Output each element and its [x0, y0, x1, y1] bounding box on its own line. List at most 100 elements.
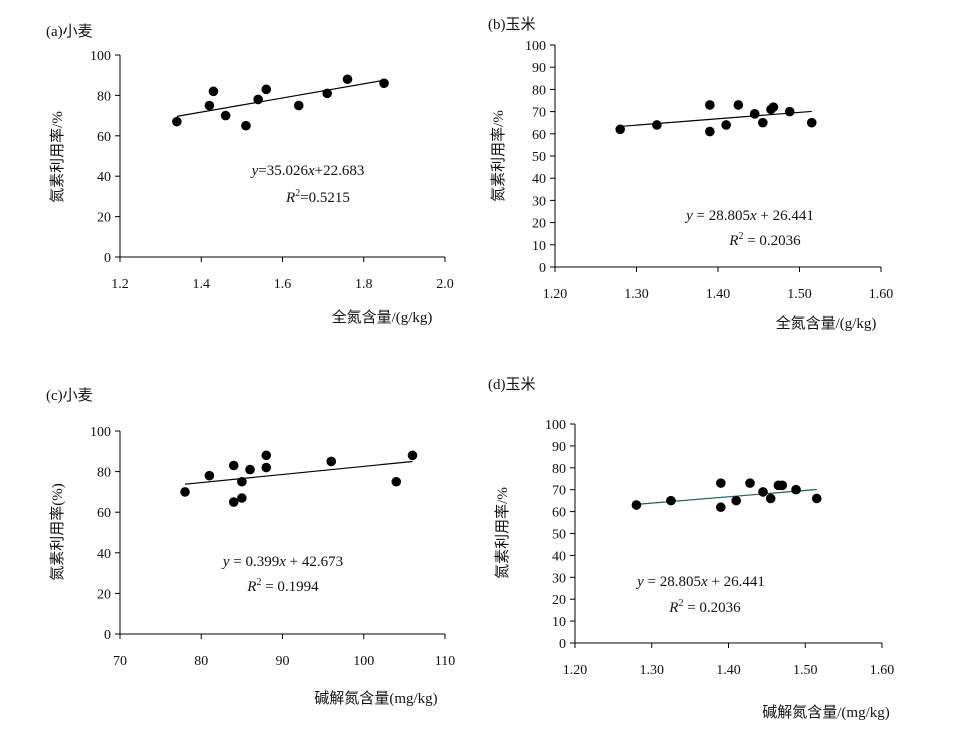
x-tick-label: 100 — [353, 654, 374, 669]
x-axis-label: 全氮含量/(g/kg) — [776, 314, 877, 332]
data-point — [705, 126, 715, 137]
y-tick-label: 100 — [545, 418, 566, 433]
y-tick-label: 80 — [552, 462, 566, 477]
data-point — [716, 478, 726, 488]
panel-title: (a)小麦 — [46, 23, 93, 40]
y-axis-label: 氮素利用率/% — [490, 110, 507, 202]
x-axis-label: 全氮含量/(g/kg) — [332, 308, 433, 326]
y-axis-label: 氮素利用率(%) — [49, 483, 66, 581]
y-tick-label: 40 — [552, 549, 566, 564]
data-point — [261, 450, 272, 461]
x-tick-label: 1.30 — [624, 287, 649, 302]
data-point — [615, 124, 625, 135]
data-point — [391, 476, 402, 487]
r-squared-label: R2=0.5215 — [285, 188, 350, 206]
trend-line — [184, 460, 413, 485]
y-tick-label: 0 — [104, 251, 111, 266]
data-point — [241, 120, 251, 131]
regression-equation: y = 0.399x + 42.673 — [221, 554, 343, 570]
data-point — [784, 106, 795, 117]
data-point — [705, 100, 715, 110]
x-tick-label: 70 — [113, 654, 127, 669]
x-tick-label: 90 — [276, 654, 290, 669]
data-point — [253, 94, 263, 105]
y-tick-label: 80 — [97, 466, 111, 481]
chart-panel-2: 0 10 20 30 40 50 60 70 80 90 100 1.20 1.30 1.40 1.50 1.… — [488, 16, 893, 332]
y-tick-label: 60 — [552, 506, 566, 521]
regression-equation: y=35.026x+22.683 — [250, 163, 365, 179]
data-point — [228, 497, 239, 507]
data-point — [765, 493, 776, 504]
data-point — [733, 100, 744, 110]
x-tick-label: 1.40 — [716, 663, 741, 678]
data-point — [631, 500, 642, 510]
x-tick-label: 1.20 — [563, 663, 588, 678]
y-tick-label: 30 — [532, 194, 546, 209]
x-tick-label: 1.20 — [543, 287, 568, 302]
y-tick-label: 90 — [552, 440, 566, 455]
y-tick-label: 40 — [532, 172, 546, 187]
y-tick-label: 80 — [97, 89, 111, 104]
y-tick-label: 0 — [104, 628, 111, 643]
data-point — [768, 102, 779, 112]
data-point — [811, 493, 822, 504]
x-tick-label: 80 — [194, 654, 208, 669]
y-tick-label: 10 — [552, 615, 566, 630]
y-axis-label: 氮素利用率/% — [49, 111, 66, 203]
x-axis-label: 碱解氮含量(mg/kg) — [314, 690, 437, 707]
y-tick-label: 20 — [97, 211, 111, 226]
data-point — [652, 120, 662, 130]
x-tick-label: 2.0 — [436, 277, 454, 292]
panel-title: (d)玉米 — [488, 376, 536, 393]
y-tick-label: 20 — [552, 593, 566, 608]
y-tick-label: 50 — [532, 150, 546, 165]
y-tick-label: 60 — [532, 128, 546, 143]
data-point — [716, 502, 726, 513]
y-tick-label: 50 — [552, 528, 566, 543]
data-point — [791, 484, 801, 495]
data-point — [721, 120, 731, 130]
data-point — [180, 487, 190, 497]
data-point — [204, 470, 215, 481]
data-point — [261, 84, 272, 95]
y-tick-label: 40 — [97, 170, 111, 185]
y-tick-label: 70 — [532, 106, 546, 121]
y-tick-label: 30 — [552, 571, 566, 586]
regression-equation: y = 28.805x + 26.441 — [684, 208, 814, 224]
x-tick-label: 110 — [435, 654, 455, 669]
data-point — [172, 116, 182, 127]
y-tick-label: 40 — [97, 547, 111, 562]
regression-equation: y = 28.805x + 26.441 — [635, 574, 765, 590]
data-point — [220, 110, 231, 121]
y-tick-label: 100 — [90, 49, 111, 64]
y-tick-label: 20 — [532, 217, 546, 232]
trend-line — [636, 488, 817, 505]
y-tick-label: 60 — [97, 130, 111, 145]
x-tick-label: 1.60 — [869, 287, 894, 302]
y-tick-label: 100 — [525, 39, 546, 54]
r-squared-label: R2 = 0.2036 — [668, 598, 741, 616]
data-point — [204, 100, 215, 111]
r-squared-label: R2 = 0.1994 — [246, 577, 319, 595]
y-tick-label: 0 — [559, 637, 566, 652]
y-tick-label: 100 — [90, 425, 111, 440]
data-point — [777, 480, 788, 491]
x-tick-label: 1.40 — [706, 287, 731, 302]
x-tick-label: 1.50 — [793, 663, 818, 678]
x-axis-label: 碱解氮含量/(mg/kg) — [762, 704, 890, 721]
data-point — [228, 460, 239, 471]
x-tick-label: 1.8 — [355, 277, 373, 292]
data-point — [208, 86, 219, 97]
y-tick-label: 20 — [97, 587, 111, 602]
x-tick-label: 1.6 — [274, 277, 292, 292]
y-tick-label: 60 — [97, 506, 111, 521]
y-tick-label: 90 — [532, 61, 546, 76]
data-point — [342, 74, 353, 85]
data-point — [322, 88, 332, 99]
x-tick-label: 1.30 — [640, 663, 665, 678]
data-point — [758, 487, 768, 497]
data-point — [407, 450, 418, 461]
